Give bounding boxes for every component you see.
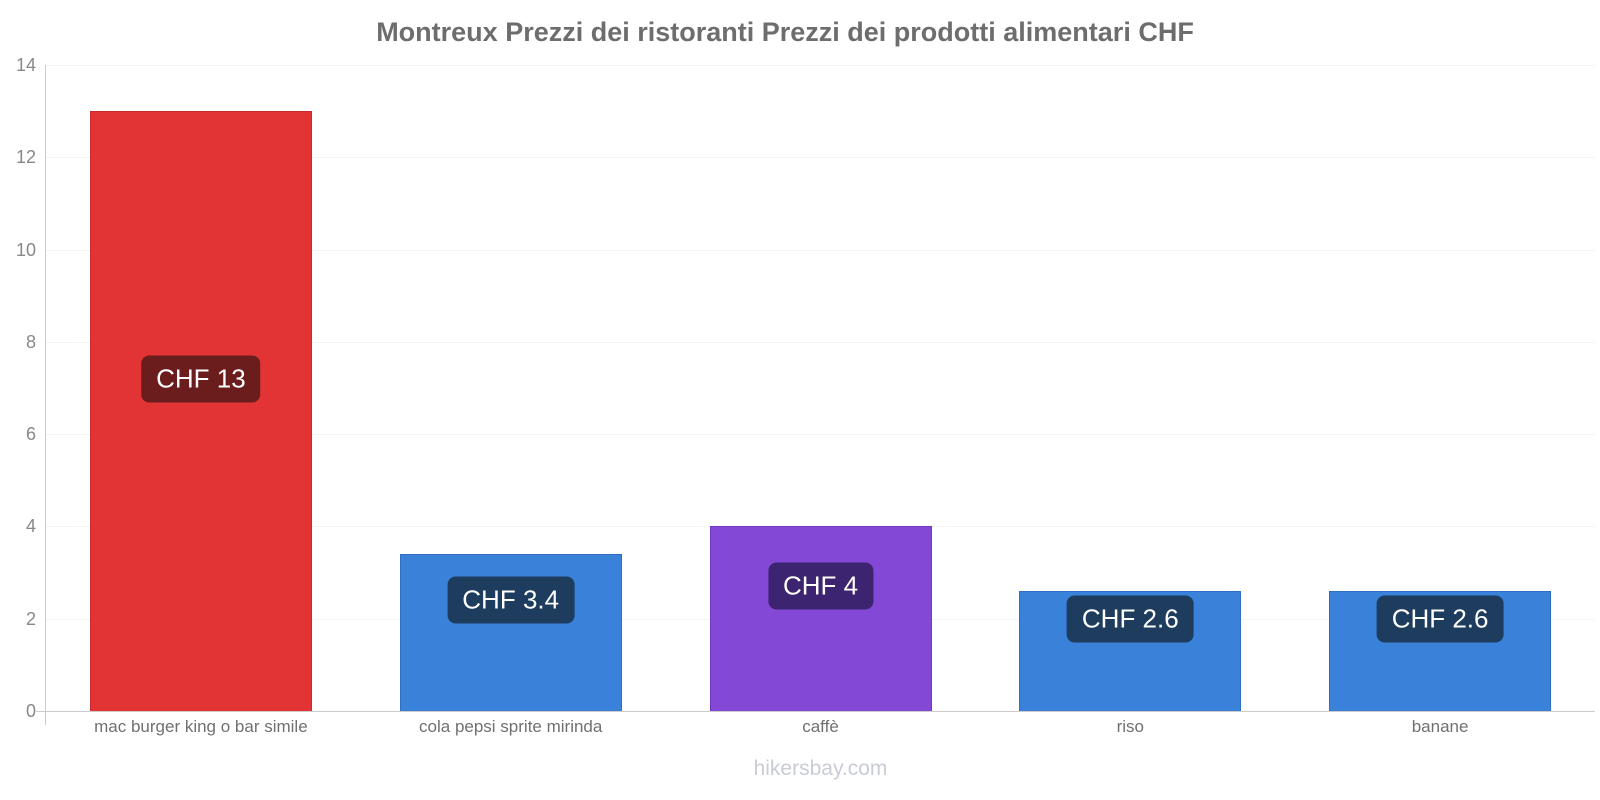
bar-riso: CHF 2.6 xyxy=(1019,591,1242,711)
gridline-y-6 xyxy=(46,434,1595,436)
value-badge-caffè: CHF 4 xyxy=(767,562,874,610)
plot-area: CHF 13 CHF 3.4 CHF 4 CHF 2.6 CHF 2.6 xyxy=(46,65,1595,711)
x-axis-label-riso: riso xyxy=(1116,717,1144,736)
bar-cola-pepsi-sprite-mirinda: CHF 3.4 xyxy=(399,554,622,711)
bar-caffè: CHF 4 xyxy=(709,526,932,711)
x-axis-label-banane: banane xyxy=(1411,717,1469,736)
value-badge-cola-pepsi-sprite-mirinda: CHF 3.4 xyxy=(447,576,575,624)
y-tick-label-2: 2 xyxy=(25,608,36,629)
y-axis-line xyxy=(45,65,46,725)
bar-banane: CHF 2.6 xyxy=(1329,591,1552,711)
value-badge-banane: CHF 2.6 xyxy=(1376,595,1504,643)
y-tick-label-8: 8 xyxy=(25,331,36,352)
gridline-y-8 xyxy=(46,341,1595,343)
gridline-y-14 xyxy=(46,65,1595,66)
gridline-y-12 xyxy=(46,157,1595,159)
chart-title: Montreux Prezzi dei ristoranti Prezzi de… xyxy=(376,17,1194,47)
x-axis-line xyxy=(36,711,1595,712)
y-tick-label-0: 0 xyxy=(25,701,36,721)
value-badge-riso: CHF 2.6 xyxy=(1066,595,1194,643)
y-tick-label-6: 6 xyxy=(25,424,36,445)
y-tick-label-10: 10 xyxy=(15,239,36,260)
x-axis-label-cola-pepsi-sprite-mirinda: cola pepsi sprite mirinda xyxy=(419,717,603,736)
value-badge-mac-burger-king-o-bar-simile: CHF 13 xyxy=(141,355,261,403)
gridline-y-10 xyxy=(46,249,1595,251)
x-axis-label-caffè: caffè xyxy=(802,717,839,736)
x-axis-label-mac-burger-king-o-bar-simile: mac burger king o bar simile xyxy=(94,717,308,736)
bar-mac-burger-king-o-bar-simile: CHF 13 xyxy=(89,111,312,711)
watermark-text: hikersbay.com xyxy=(753,757,888,780)
y-tick-label-14: 14 xyxy=(15,55,36,75)
y-tick-label-12: 12 xyxy=(15,147,36,168)
y-tick-label-4: 4 xyxy=(25,516,36,537)
